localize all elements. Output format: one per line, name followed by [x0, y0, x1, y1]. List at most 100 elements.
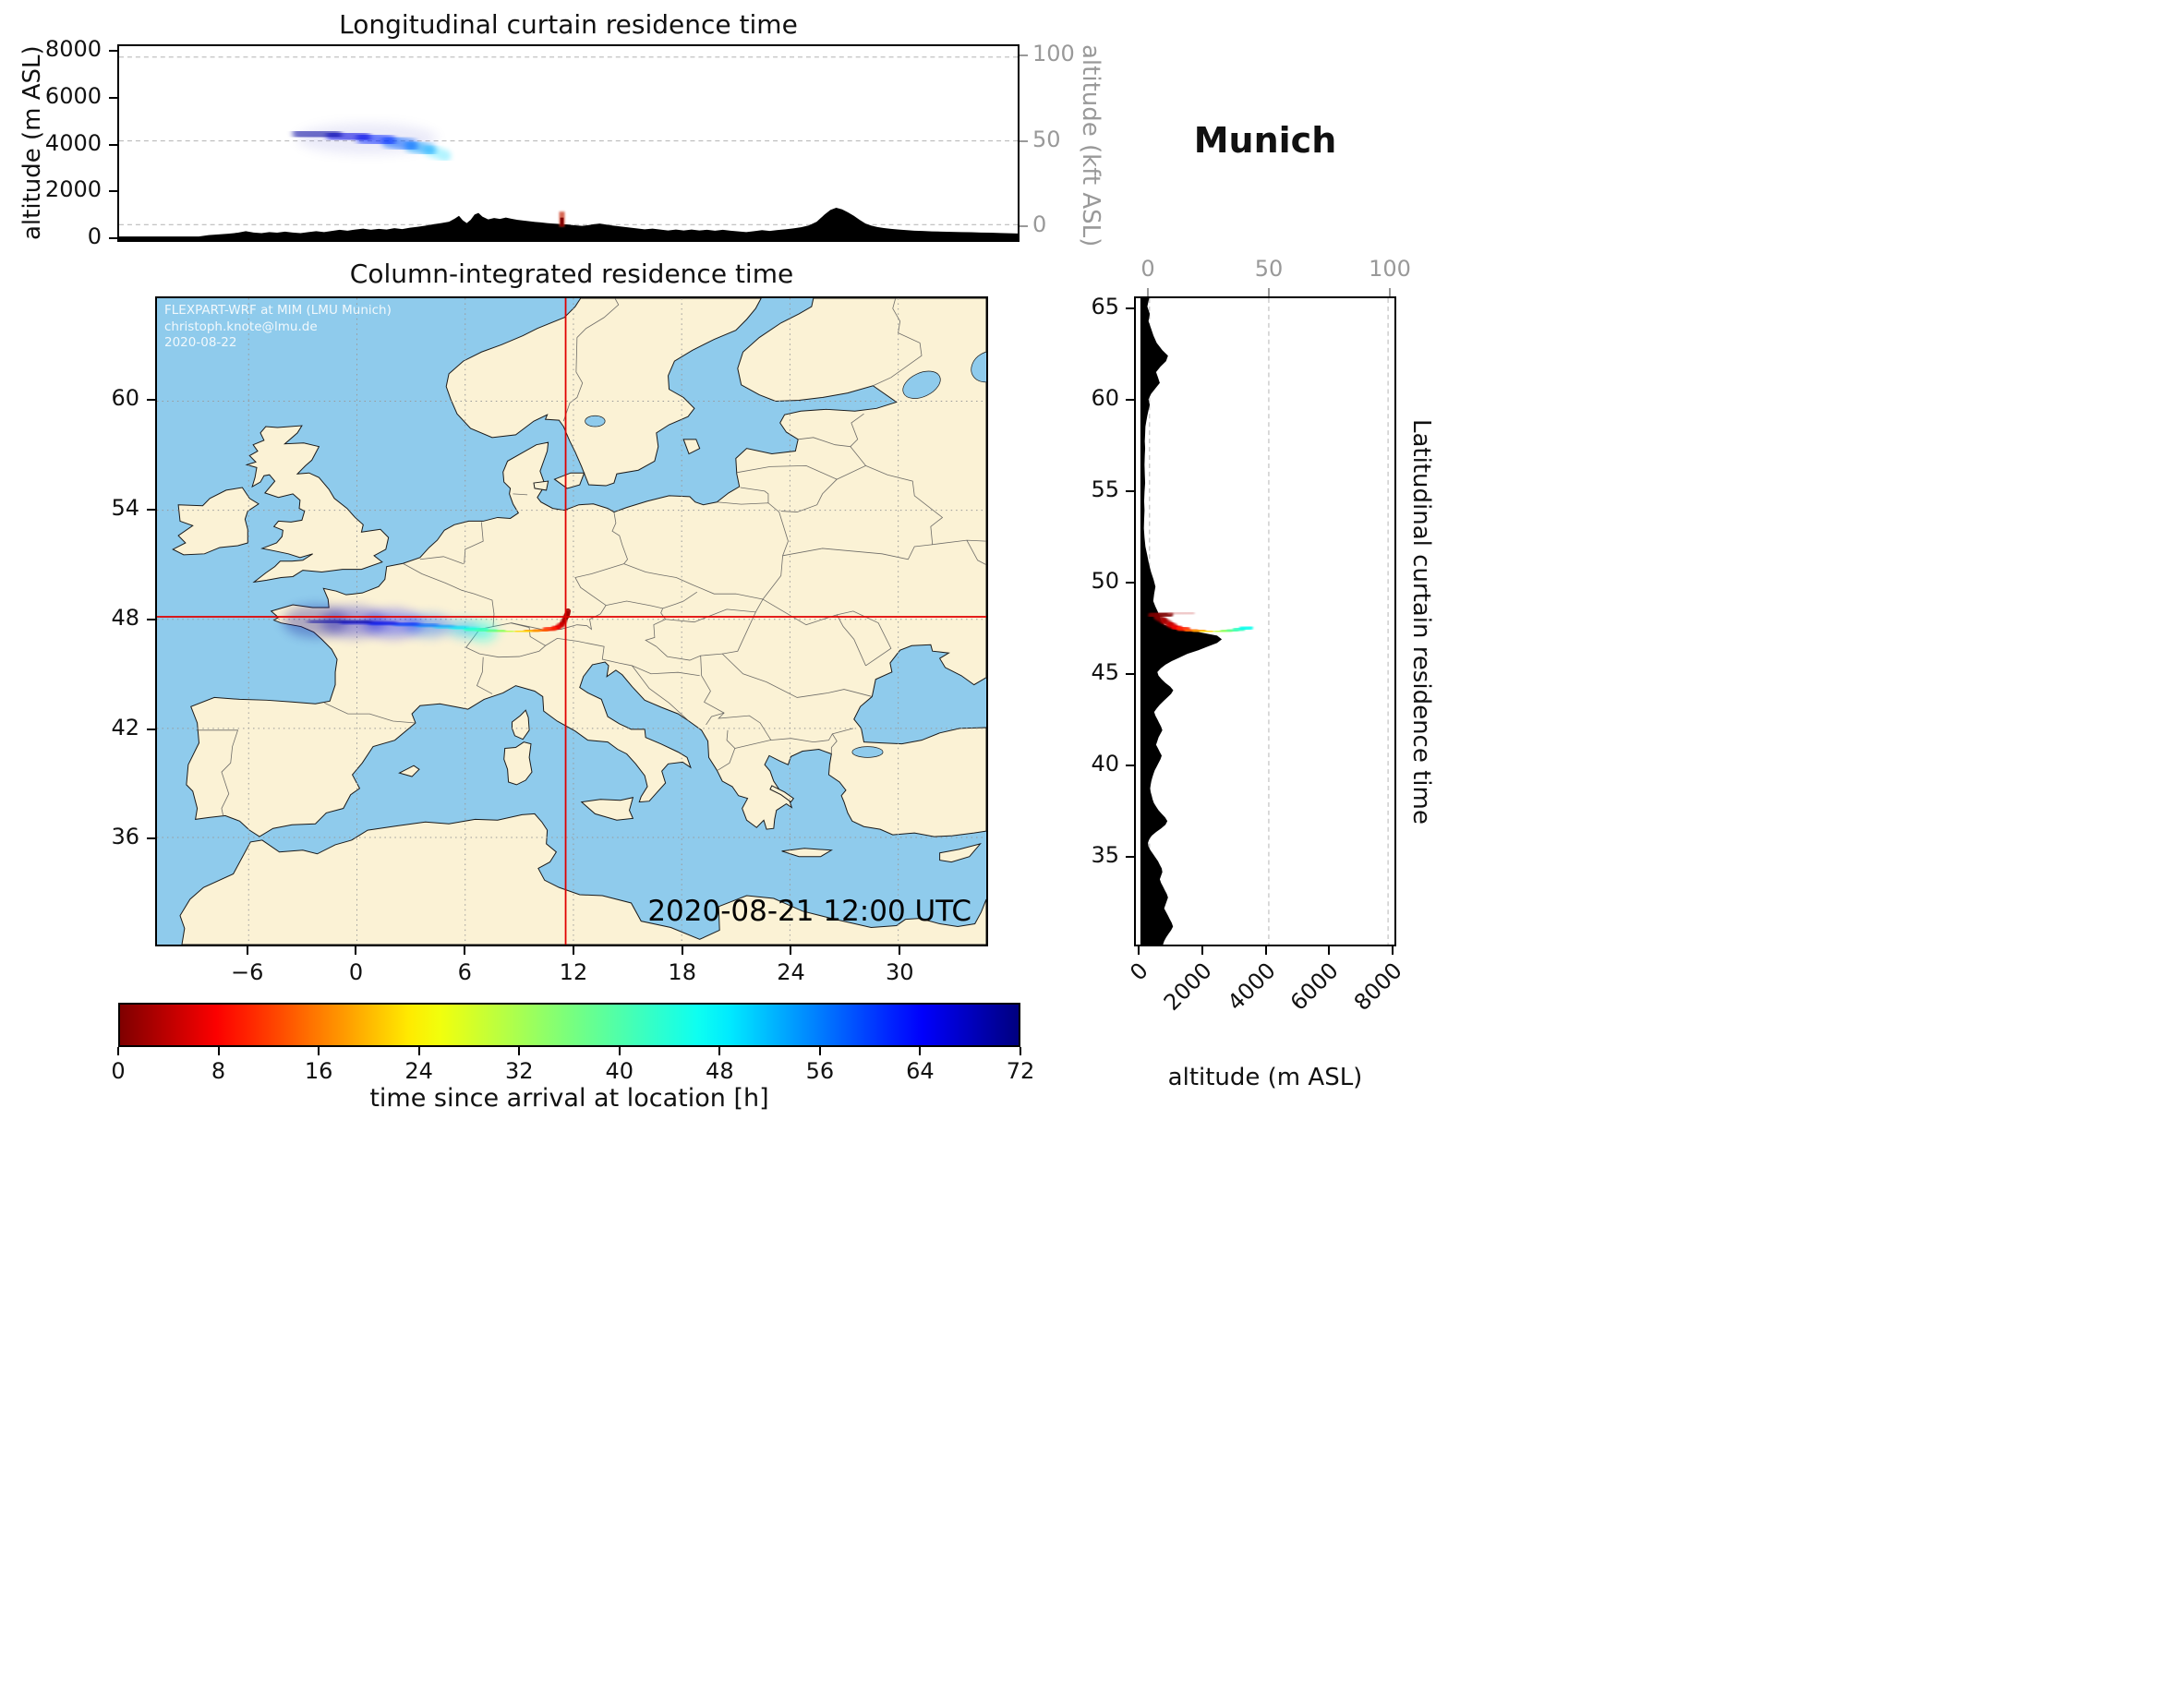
lake-vanern	[585, 415, 606, 428]
axis-tick	[1020, 54, 1028, 56]
tick-label: 18	[668, 959, 696, 985]
axis-tick	[417, 1047, 420, 1055]
landmass-sardinia	[503, 741, 533, 786]
landmass-zealand	[553, 472, 585, 489]
country-border	[465, 622, 547, 658]
axis-tick	[1126, 307, 1134, 310]
tick-label: 42	[111, 714, 139, 741]
axis-tick	[1389, 288, 1391, 296]
tick-label: 0	[111, 1058, 126, 1084]
landmass-gotland	[682, 439, 701, 455]
country-border	[740, 487, 769, 503]
axis-tick	[1020, 1047, 1021, 1055]
tick-label: 12	[559, 959, 588, 985]
tick-label: 0	[1032, 211, 1047, 237]
europe-map	[157, 298, 986, 945]
axis-tick	[1147, 288, 1149, 296]
lake-onega	[971, 350, 986, 383]
tick-label: 50	[1091, 568, 1119, 595]
tick-label: 24	[777, 959, 805, 985]
axis-tick	[1201, 946, 1203, 955]
latitudinal-curtain-panel	[1134, 296, 1396, 946]
lake-ladoga	[902, 370, 941, 399]
landmass-corsica	[511, 709, 530, 741]
country-border	[632, 665, 690, 722]
axis-tick	[1392, 946, 1394, 955]
axis-tick	[147, 837, 155, 840]
tick-label: 64	[906, 1058, 935, 1084]
country-border	[762, 598, 838, 626]
country-border	[782, 539, 986, 560]
country-border	[837, 610, 892, 667]
terrain-profile-lon	[119, 207, 1018, 240]
axis-tick	[109, 190, 117, 193]
country-border	[623, 563, 764, 600]
plume-top	[292, 123, 565, 227]
tick-label: 0	[348, 959, 364, 985]
tick-label: −6	[230, 959, 264, 985]
country-border	[656, 645, 723, 661]
country-border	[464, 522, 484, 564]
lake-marmara	[851, 746, 884, 758]
country-border	[403, 562, 495, 627]
colorbar-label: time since arrival at location [h]	[369, 1084, 769, 1113]
landmass-mainland-europe	[186, 298, 986, 837]
axis-tick	[109, 237, 117, 239]
altitude-kft-axis-label: altitude (kft ASL)	[1077, 44, 1104, 247]
axis-tick	[355, 946, 357, 955]
axis-tick	[681, 946, 683, 955]
country-border	[665, 598, 764, 623]
axis-tick	[718, 1047, 721, 1055]
tick-label: 48	[111, 604, 139, 631]
tick-label: 48	[706, 1058, 734, 1084]
country-border	[873, 298, 923, 387]
axis-tick	[618, 1047, 621, 1055]
landmass-ireland	[172, 487, 259, 556]
tick-label: 8000	[1348, 957, 1407, 1016]
axis-tick	[246, 946, 248, 955]
tick-label: 45	[1091, 659, 1119, 686]
axis-tick	[919, 1047, 922, 1055]
axis-tick	[1264, 946, 1267, 955]
latitudinal-curtain-plot	[1140, 298, 1389, 945]
axis-tick	[1126, 399, 1134, 402]
tick-label: 32	[504, 1058, 534, 1084]
axis-tick	[1020, 139, 1028, 142]
tick-label: 50	[1254, 256, 1284, 282]
axis-tick	[464, 946, 466, 955]
axis-tick	[147, 728, 155, 730]
tick-label: 40	[1091, 751, 1119, 777]
watermark: FLEXPART-WRF at MIM (LMU Munich) christo…	[164, 303, 392, 352]
axis-tick	[572, 946, 574, 955]
country-border	[545, 637, 700, 677]
country-border	[717, 501, 789, 600]
landmass-euboea	[769, 785, 795, 803]
axis-tick	[1138, 946, 1140, 955]
country-border	[706, 712, 725, 726]
axis-tick	[109, 143, 117, 146]
landmass-great-britain	[245, 425, 390, 584]
axis-tick	[818, 1047, 821, 1055]
country-border	[830, 733, 838, 754]
country-border	[419, 556, 464, 565]
landmass-scandinavia	[445, 298, 762, 487]
tick-label: 54	[111, 494, 139, 521]
axis-tick	[518, 1047, 521, 1055]
axis-tick	[1126, 673, 1134, 676]
axis-tick	[1126, 765, 1134, 767]
tick-label: 36	[111, 824, 139, 850]
axis-tick	[1126, 582, 1134, 584]
country-border	[865, 464, 944, 546]
axis-tick	[1268, 288, 1270, 296]
axis-tick	[217, 1047, 220, 1055]
right-panel-title: Latitudinal curtain residence time	[1407, 418, 1435, 825]
country-border	[574, 563, 624, 606]
tick-label: 2000	[1158, 957, 1217, 1016]
country-border	[798, 413, 864, 448]
axis-tick	[318, 1047, 320, 1055]
landmass-fyn	[533, 480, 549, 491]
tick-label: 24	[404, 1058, 433, 1084]
country-border	[611, 512, 628, 564]
longitudinal-curtain-plot	[119, 56, 1018, 240]
tick-label: 6	[457, 959, 472, 985]
